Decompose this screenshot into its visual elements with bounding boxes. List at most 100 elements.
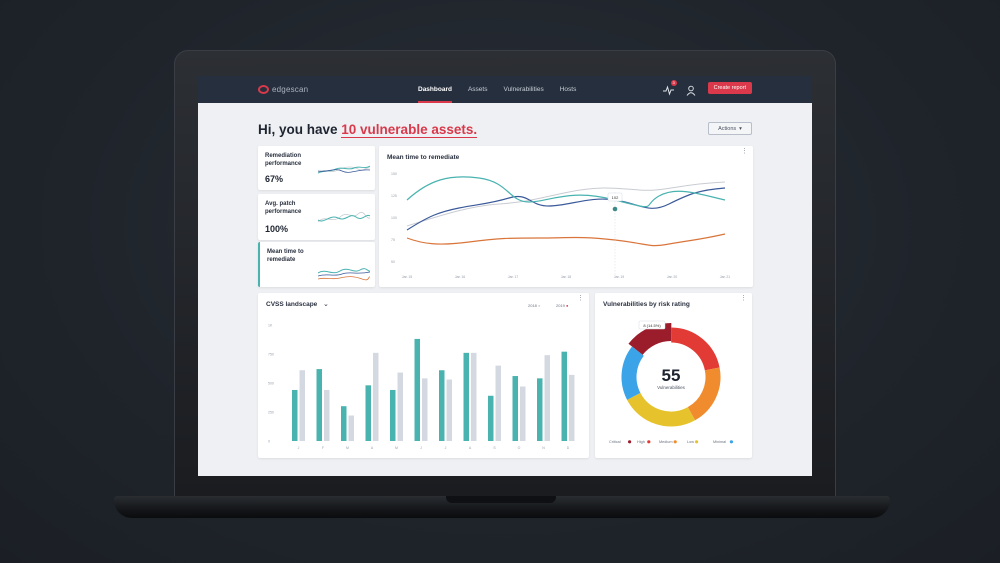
x-tick-label: J [445, 446, 447, 450]
kpi-card-mttr[interactable]: Mean time to remediate [258, 242, 375, 287]
bar-2019-3[interactable] [373, 352, 379, 441]
tooltip-box [607, 192, 623, 202]
x-tick-label: A [371, 446, 374, 450]
hover-point[interactable] [612, 206, 618, 212]
legend-label-high: High [637, 440, 645, 444]
vulnerable-assets-link[interactable]: 10 vulnerable assets. [341, 122, 478, 138]
x-tick-label: Jan 17 [508, 275, 519, 279]
sparkline-mttr [318, 268, 370, 281]
bar-2019-5[interactable] [422, 378, 428, 441]
nav-vulnerabilities[interactable]: Vulnerabilities [503, 86, 544, 93]
bar-2018-1[interactable] [316, 369, 323, 441]
bar-2018-4[interactable] [390, 389, 396, 441]
bar-2019-9[interactable] [520, 386, 526, 441]
y-tick-label: 125 [391, 194, 397, 198]
bar-2019-2[interactable] [348, 415, 355, 441]
series-teal-line [406, 176, 726, 208]
logo-text: edgescan [272, 85, 309, 94]
dashboard-screen: edgescan Dashboard Assets Vulnerabilitie… [198, 76, 812, 476]
bar-2019-11[interactable] [569, 374, 575, 441]
y-tick-label: 750 [268, 353, 274, 357]
laptop-notch [446, 496, 556, 503]
x-tick-label: Jan 16 [455, 275, 466, 279]
kpi-value: 100% [265, 224, 289, 234]
bar-2018-0[interactable] [292, 389, 298, 441]
bar-2019-1[interactable] [324, 389, 330, 441]
kpi-title-line1: Remediation [265, 153, 302, 159]
more-options-icon[interactable]: ⋮ [741, 148, 748, 155]
activity-icon[interactable]: 3 [662, 79, 677, 96]
legend-label-minimal: Minimal [713, 440, 726, 444]
y-tick-label: 250 [268, 411, 274, 415]
donut-segment-low[interactable] [627, 379, 696, 434]
y-tick-label: 75 [391, 238, 395, 242]
bar-2018-7[interactable] [463, 352, 470, 441]
kpi-value: 67% [265, 174, 284, 184]
bar-2019-4[interactable] [397, 372, 404, 441]
risk-chart-card: Vulnerabilities by risk rating ⋮ 55 Vuln… [595, 293, 752, 458]
nav-hosts[interactable]: Hosts [559, 86, 577, 93]
kpi-card-remediation[interactable]: Remediation performance 67% [258, 146, 375, 190]
mttr-line-chart: 150 125 100 75 50 Jan 15 Jan 16 Jan 17 Jan 18 Ja… [391, 172, 731, 279]
bar-2019-6[interactable] [446, 379, 453, 441]
nav-dashboard[interactable]: Dashboard [418, 76, 452, 103]
mttr-chart-card: Mean time to remediate ⋮ 150 125 100 75 50 J… [379, 146, 753, 287]
bar-2018-10[interactable] [537, 378, 543, 441]
actions-dropdown[interactable]: Actions ▾ [708, 122, 752, 135]
x-tick-label: D [567, 446, 570, 450]
y-tick-label: 1K [268, 324, 273, 328]
sparkline-patch [318, 211, 370, 223]
legend-2018[interactable]: 2018 ● [528, 303, 541, 308]
x-tick-label: O [518, 446, 521, 450]
bar-2019-0[interactable] [299, 370, 306, 441]
more-options-icon[interactable]: ⋮ [740, 295, 747, 302]
legend-label: 2019 [556, 303, 565, 308]
logo[interactable]: edgescan [258, 85, 308, 94]
chevron-down-icon[interactable]: ⌄ [323, 301, 329, 308]
more-options-icon[interactable]: ⋮ [577, 295, 584, 302]
kpi-title-line1: Mean time to [267, 249, 304, 255]
y-tick-label: 0 [268, 440, 270, 444]
bar-2018-2[interactable] [341, 406, 347, 441]
kpi-title: Mean time to remediate [267, 248, 304, 264]
bar-2018-5[interactable] [414, 338, 421, 441]
x-tick-label: Jan 21 [720, 275, 731, 279]
bar-2018-6[interactable] [439, 370, 445, 441]
user-icon[interactable] [686, 83, 696, 96]
donut-tooltip [638, 320, 666, 330]
kpi-title-line2: performance [265, 209, 302, 215]
bar-2018-8[interactable] [488, 395, 494, 441]
bar-2019-8[interactable] [495, 365, 502, 441]
x-tick-label: Jan 19 [614, 275, 625, 279]
donut-segment-medium[interactable] [683, 367, 724, 421]
legend-dot-high [647, 440, 651, 444]
bar-2019-10[interactable] [544, 355, 551, 441]
donut-segment-minimal[interactable] [614, 346, 657, 400]
x-tick-label: N [542, 446, 545, 450]
bar-2018-3[interactable] [365, 385, 372, 441]
series-orange-line [406, 233, 726, 247]
risk-donut-chart: 55 Vulnerabilities 8 (14.5%) Critical Hig… [609, 320, 733, 444]
kpi-card-patch[interactable]: Avg. patch performance 100% [258, 194, 375, 240]
bar-2018-9[interactable] [512, 376, 519, 441]
y-tick-label: 150 [391, 172, 397, 176]
legend-dot-low [695, 440, 699, 444]
legend-2019[interactable]: 2019 ● [556, 303, 569, 308]
logo-icon [258, 85, 269, 94]
series-gray-line [406, 181, 726, 227]
nav-assets[interactable]: Assets [467, 86, 488, 93]
donut-segment-high[interactable] [670, 327, 720, 371]
bar-2019-7[interactable] [471, 352, 477, 441]
x-tick-label: Jan 15 [402, 275, 413, 279]
x-tick-label: M [346, 446, 349, 450]
x-tick-label: J [420, 446, 422, 450]
y-tick-label: 50 [391, 260, 395, 264]
bar-2018-11[interactable] [561, 351, 568, 441]
create-report-button[interactable]: Create report [707, 82, 752, 94]
donut-segment-critical[interactable] [628, 321, 672, 360]
y-tick-label: 100 [391, 216, 397, 220]
kpi-title: Avg. patch performance [265, 200, 301, 216]
x-tick-label: S [493, 446, 496, 450]
donut-total: 55 [662, 366, 681, 385]
chevron-down-icon: ▾ [739, 125, 742, 132]
